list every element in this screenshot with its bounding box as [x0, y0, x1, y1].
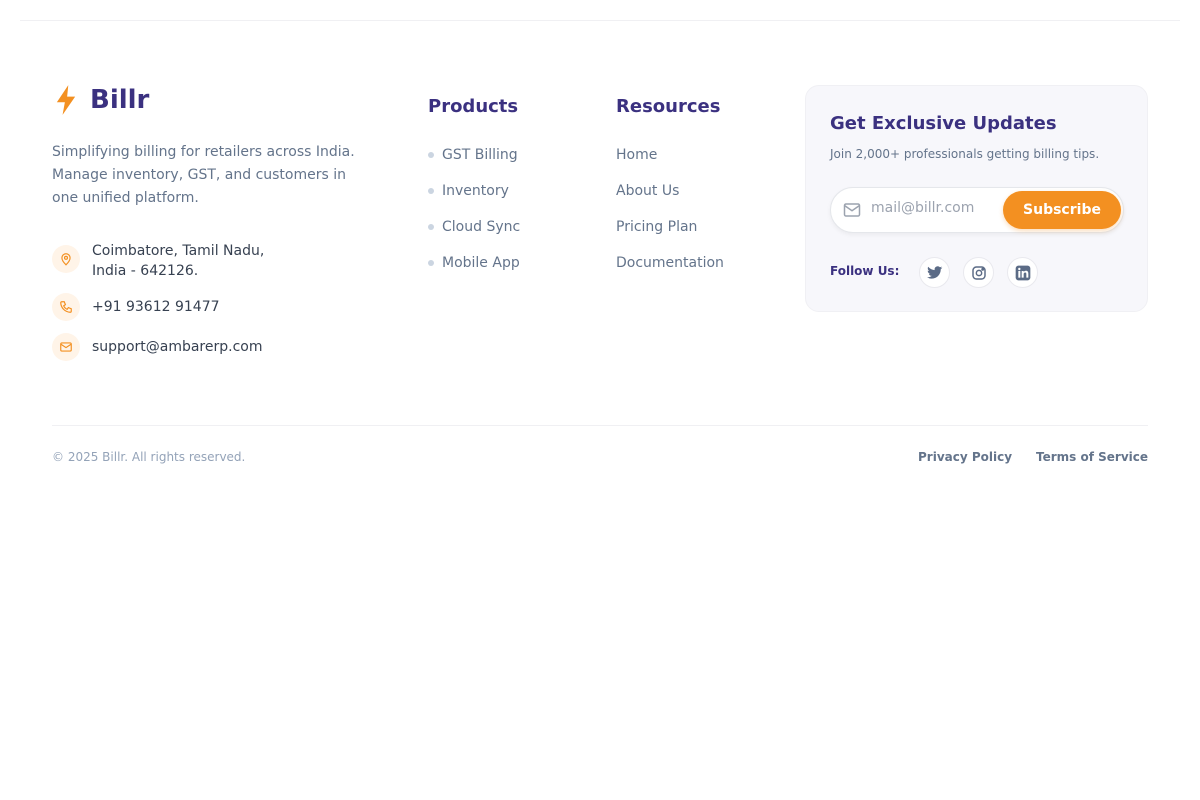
mail-icon — [52, 333, 80, 361]
privacy-policy-link[interactable]: Privacy Policy — [918, 450, 1013, 464]
newsletter-card: Get Exclusive Updates Join 2,000+ profes… — [805, 85, 1148, 312]
resources-list: Home About Us Pricing Plan Documentation — [616, 145, 724, 273]
mail-icon — [843, 203, 861, 217]
email-input[interactable] — [871, 200, 991, 216]
twitter-icon[interactable] — [919, 257, 950, 288]
link-label: Cloud Sync — [442, 219, 521, 235]
products-link[interactable]: Mobile App — [428, 253, 520, 273]
products-link[interactable]: GST Billing — [428, 145, 520, 165]
link-label: Inventory — [442, 183, 509, 199]
footer-divider — [52, 425, 1148, 426]
resources-link[interactable]: About Us — [616, 183, 680, 199]
bullet-icon — [428, 224, 434, 230]
products-link[interactable]: Inventory — [428, 181, 520, 201]
brand-description: Simplifying billing for retailers across… — [52, 144, 355, 206]
subscribe-button[interactable]: Subscribe — [1003, 191, 1121, 229]
bullet-icon — [428, 152, 434, 158]
location-pin-icon — [52, 245, 80, 273]
contact-email[interactable]: support@ambarerp.com — [52, 333, 263, 361]
newsletter-title: Get Exclusive Updates — [830, 113, 1057, 134]
top-divider — [20, 20, 1180, 21]
follow-label: Follow Us: — [830, 264, 900, 278]
link-label: Mobile App — [442, 255, 520, 271]
address-line2: India - 642126. — [92, 263, 199, 279]
address-line1: Coimbatore, Tamil Nadu, — [92, 243, 265, 259]
instagram-icon[interactable] — [963, 257, 994, 288]
resources-link[interactable]: Pricing Plan — [616, 219, 698, 235]
linkedin-icon[interactable] — [1007, 257, 1038, 288]
copyright: © 2025 Billr. All rights reserved. — [52, 450, 246, 464]
link-label: GST Billing — [442, 147, 518, 163]
bullet-icon — [428, 188, 434, 194]
newsletter-subtitle: Join 2,000+ professionals getting billin… — [830, 147, 1100, 161]
brand-name: Billr — [90, 85, 150, 115]
contact-address: Coimbatore, Tamil Nadu, India - 642126. — [52, 243, 264, 281]
bullet-icon — [428, 260, 434, 266]
lightning-icon — [56, 85, 76, 115]
products-heading: Products — [428, 96, 519, 117]
terms-of-service-link[interactable]: Terms of Service — [1036, 450, 1149, 464]
phone-number: +91 93612 91477 — [92, 299, 220, 315]
brand-logo[interactable]: Billr — [52, 84, 149, 116]
resources-link[interactable]: Documentation — [616, 255, 724, 271]
products-link[interactable]: Cloud Sync — [428, 217, 520, 237]
contact-phone[interactable]: +91 93612 91477 — [52, 293, 220, 321]
phone-icon — [52, 293, 80, 321]
products-list: GST Billing Inventory Cloud Sync Mobile … — [428, 145, 520, 273]
resources-link[interactable]: Home — [616, 147, 658, 163]
subscribe-form: Subscribe — [830, 187, 1124, 233]
email-address: support@ambarerp.com — [92, 339, 263, 355]
resources-heading: Resources — [616, 96, 721, 117]
